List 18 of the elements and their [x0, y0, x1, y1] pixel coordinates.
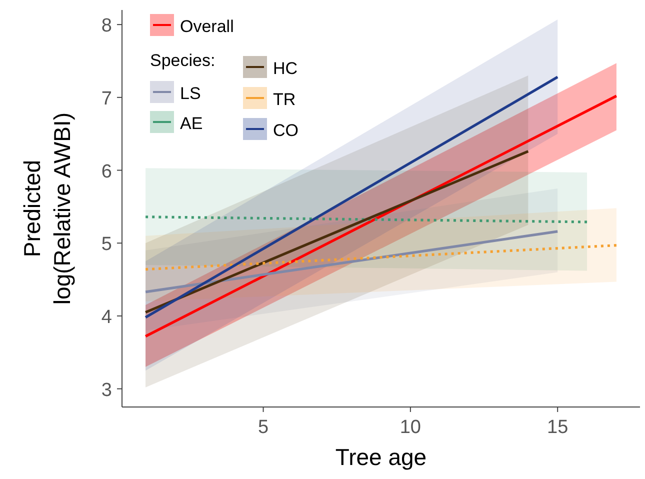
- legend-label: HC: [273, 59, 298, 78]
- y-axis-title: Predicted log(Relative AWBI): [19, 112, 75, 305]
- legend-label: AE: [180, 114, 203, 133]
- legend-label: CO: [273, 121, 298, 140]
- y-tick-label: 7: [101, 88, 112, 110]
- y-tick-label: 3: [101, 380, 112, 401]
- y-tick-label: 5: [101, 234, 112, 256]
- x-axis-title: Tree age: [335, 444, 427, 470]
- y-tick-label: 4: [101, 306, 112, 328]
- x-tick-label: 15: [547, 417, 568, 438]
- legend-label: TR: [273, 90, 296, 109]
- x-tick-label: 10: [400, 417, 421, 438]
- legend-label: LS: [180, 84, 201, 103]
- x-tick-label: 5: [258, 417, 269, 438]
- y-tick-label: 8: [101, 16, 112, 37]
- y-tick-label: 6: [101, 161, 112, 182]
- legend-title: Species:: [150, 51, 216, 70]
- legend-label: Overall: [180, 17, 234, 36]
